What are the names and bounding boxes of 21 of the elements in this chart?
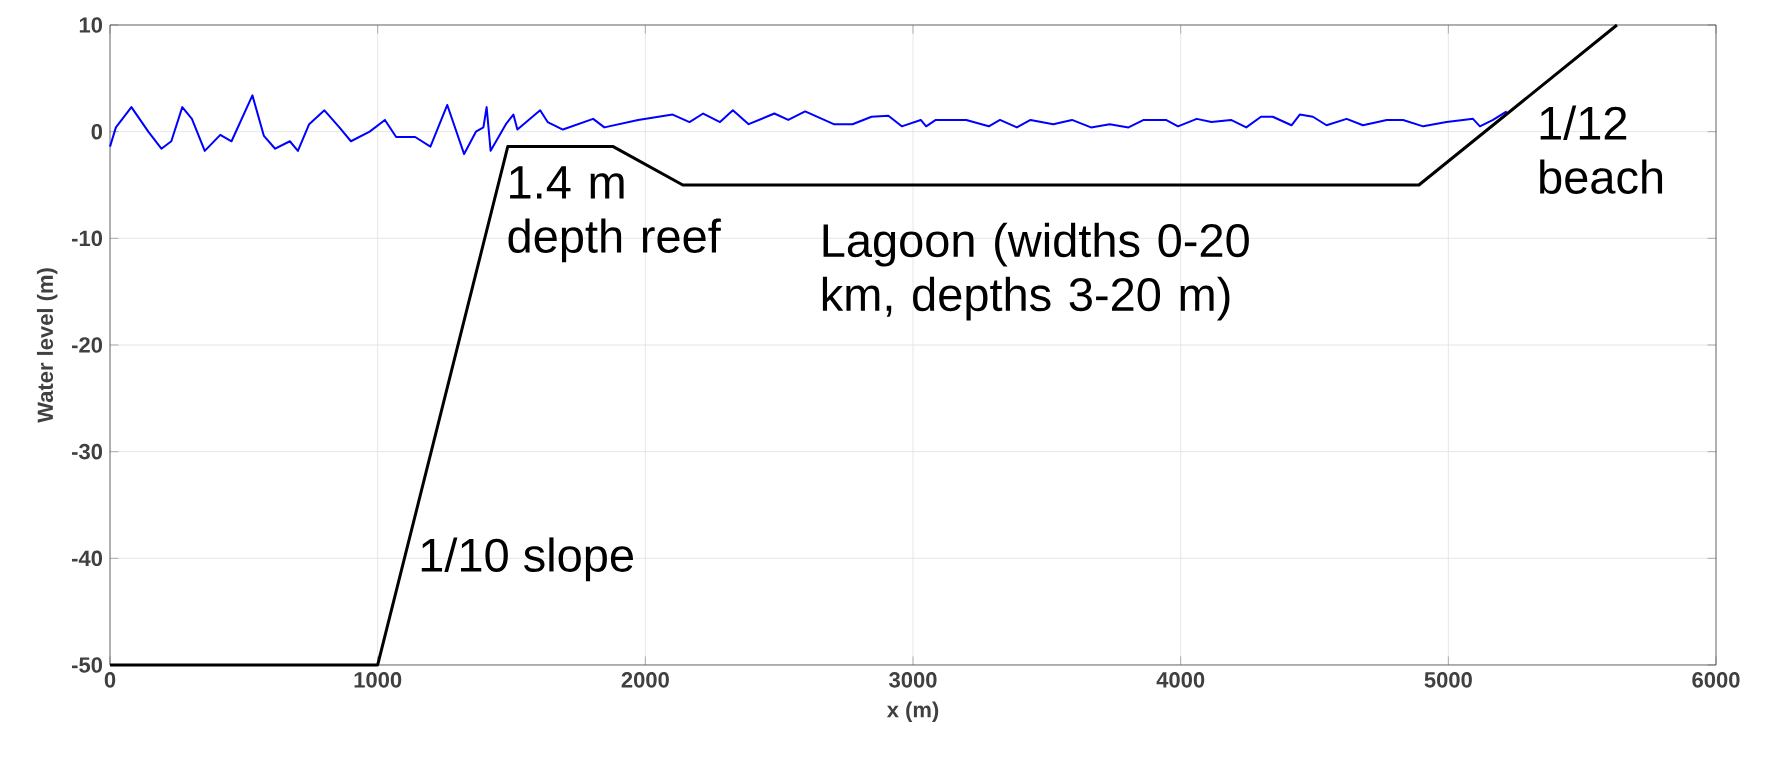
annotation: 1/12 beach <box>1540 105 1663 194</box>
x-tick-label: 0 <box>104 672 116 688</box>
y-axis-title: Water level (m) <box>36 268 58 423</box>
annotation: Lagoon (widths 0-20 km, depths 3-20 m) <box>822 222 1249 321</box>
x-axis-title: x (m) <box>886 701 939 722</box>
line-series <box>109 94 1508 156</box>
y-tick-label: -20 <box>72 337 103 353</box>
y-tick-label: -50 <box>72 657 103 673</box>
x-tick-label: 5000 <box>1424 672 1472 688</box>
x-tick-label: 1000 <box>354 672 402 688</box>
x-tick-label: 3000 <box>889 672 937 688</box>
y-tick-label: -40 <box>72 550 103 567</box>
y-tick-label: 10 <box>79 17 103 33</box>
y-tick-label: 0 <box>91 123 103 140</box>
y-tick-label: -30 <box>72 443 103 460</box>
y-tick-label: -10 <box>72 230 103 247</box>
annotation: 1.4 m depth reef <box>508 166 721 263</box>
x-tick-label: 2000 <box>621 672 669 688</box>
x-tick-label: 4000 <box>1156 672 1205 688</box>
x-tick-label: 6000 <box>1692 672 1740 688</box>
annotation: 1/10 slope <box>421 537 633 582</box>
